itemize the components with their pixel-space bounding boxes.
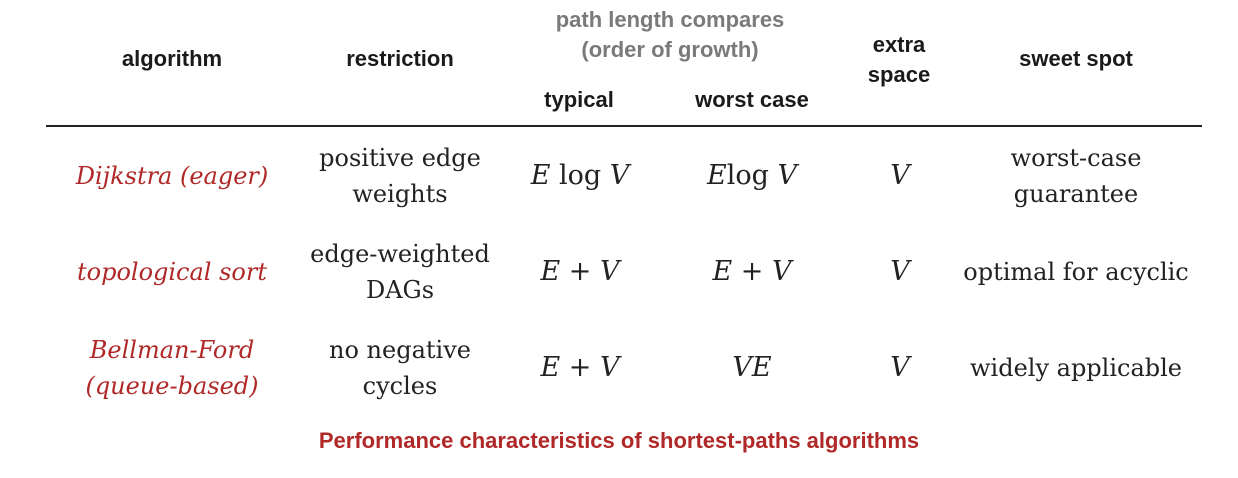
row3-typical: E + V	[540, 352, 620, 383]
header-worst-case: worst case	[695, 87, 809, 112]
row1-sweet-spot: worst-case guarantee	[1010, 144, 1142, 208]
row3-restriction: no negative cycles	[329, 336, 471, 400]
row3-worst: VE	[732, 352, 772, 383]
header-algorithm: algorithm	[121, 46, 223, 71]
header-path-length-line1: path length compares	[555, 7, 785, 32]
row2-algorithm: topological sort	[76, 258, 267, 286]
row2-space: V	[890, 256, 910, 287]
row1-algorithm: Dijkstra (eager)	[75, 162, 269, 190]
row2-sweet-spot: optimal for acyclic	[963, 258, 1189, 286]
header-extra-space-line1: extra	[872, 32, 926, 57]
row1-space: V	[890, 160, 910, 191]
header-sweet-spot: sweet spot	[1019, 46, 1133, 71]
row2-typical: E + V	[540, 256, 620, 287]
row3-space: V	[890, 352, 910, 383]
row1-worst: Elog V	[707, 160, 797, 191]
row3-sweet-spot: widely applicable	[969, 354, 1183, 382]
row2-restriction: edge-weighted DAGs	[310, 240, 490, 304]
table-caption: Performance characteristics of shortest-…	[318, 428, 920, 453]
row1-typical: E log V	[530, 160, 630, 191]
header-typical: typical	[544, 87, 614, 112]
header-path-length-line2: (order of growth)	[581, 37, 759, 62]
row2-worst: E + V	[712, 256, 792, 287]
header-rule	[46, 125, 1202, 127]
row1-restriction: positive edge weights	[319, 144, 481, 208]
header-restriction: restriction	[346, 46, 454, 71]
row3-algorithm: Bellman-Ford (queue-based)	[85, 336, 259, 400]
header-extra-space-line2: space	[867, 62, 931, 87]
